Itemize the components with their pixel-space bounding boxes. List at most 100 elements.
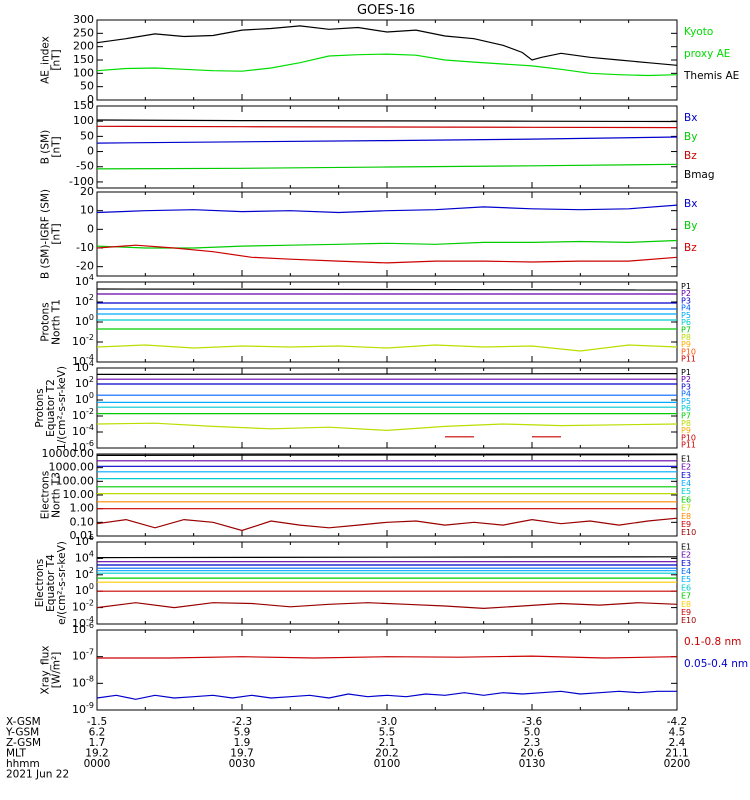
legend-entry: P8: [681, 419, 691, 428]
y-tick-label: 10000.00: [42, 447, 95, 460]
legend-entry: Bx: [684, 198, 697, 210]
y-tick-label: 104: [75, 273, 94, 289]
legend-entry: E1: [681, 542, 691, 551]
y-tick-label: -20: [76, 260, 94, 273]
y-tick-label: 10-7: [72, 647, 94, 663]
legend-entry: P9: [681, 426, 691, 435]
y-axis-label: [nT]: [51, 136, 63, 157]
y-tick-label: 102: [75, 565, 94, 581]
x-row-value: -1.5: [87, 716, 108, 728]
y-axis-label: B (SM)-IGRF (SM): [40, 189, 52, 279]
series-line-themis-ae: [96, 25, 678, 66]
y-axis-label: [W/m²]: [51, 652, 63, 689]
x-row-value: 1.9: [234, 737, 251, 749]
panel-xray: 10-9 10-8 10-7 10-6 Xray_flux [W/m²] 0.1-0.8 n…: [40, 621, 749, 717]
x-row-value: 19.7: [230, 748, 253, 760]
series-line-bmag: [96, 119, 678, 123]
legend-entry: P11: [681, 441, 696, 450]
y-tick-label: 102: [75, 375, 94, 391]
legend-entry: By: [684, 220, 697, 232]
y-tick-label: 250: [73, 26, 94, 39]
y-tick-label: 100: [75, 582, 94, 598]
x-axis-group: X-GSM -1.5 -2.3 -3.0 -3.6 -4.2 Y-GSM 6.2 5.9 5.5 5…: [5, 716, 690, 781]
legend-entry: E3: [681, 559, 691, 568]
y-tick-label: 10-4: [72, 353, 94, 369]
y-tick-label: 100: [75, 313, 94, 329]
y-tick-label: 0.01: [70, 529, 95, 542]
y-axis-label: [nT]: [51, 223, 63, 244]
legend-entry: E7: [681, 592, 691, 601]
legend-entry: Bmag: [684, 169, 715, 181]
x-row-value: 2.1: [379, 737, 396, 749]
legend-entry: E2: [681, 551, 691, 560]
y-tick-label: 10-6: [72, 439, 94, 455]
x-row-value: 20.6: [520, 748, 544, 760]
legend-entry: E4: [681, 567, 691, 576]
x-row-value: -2.3: [232, 716, 253, 728]
y-tick-label: 100: [73, 114, 94, 127]
y-tick-label: 10-2: [72, 598, 94, 614]
y-tick-label: 0: [87, 145, 94, 158]
legend-entry: E10: [681, 616, 696, 625]
y-tick-label: 10-9: [72, 701, 94, 717]
legend-entry: E3: [681, 471, 691, 480]
x-row-label: Z-GSM: [6, 737, 41, 749]
x-row-value: -3.0: [377, 716, 398, 728]
y-tick-label: 0.10: [70, 515, 95, 528]
y-axis-label: Protons: [34, 388, 46, 427]
legend-entry: P7: [681, 326, 691, 335]
legend-entry: E4: [681, 479, 691, 488]
y-tick-label: -10: [76, 241, 94, 254]
y-axis-label: [nT]: [51, 49, 63, 70]
y-tick-label: 10-6: [72, 621, 94, 637]
legend-entry: Bz: [684, 150, 697, 162]
legend-entry: Themis AE: [683, 70, 739, 82]
x-row-value: 21.1: [665, 748, 688, 760]
legend-entry: E5: [681, 487, 691, 496]
y-tick-label: 10-2: [72, 333, 94, 349]
y-axis-label: Equator T4: [45, 554, 57, 612]
y-tick-label: 10.00: [63, 488, 95, 501]
x-row-value: 6.2: [89, 727, 106, 739]
series-line-0-05-0-4-nm: [96, 690, 677, 700]
x-row-label: Y-GSM: [5, 727, 39, 739]
x-row-value: -4.2: [667, 716, 688, 728]
series-line-0-1-0-8-nm: [97, 655, 678, 659]
x-row-value: 2.4: [669, 737, 686, 749]
y-tick-label: 106: [75, 533, 94, 549]
x-row-value: 0130: [519, 758, 546, 770]
legend-entry: P4: [681, 390, 691, 399]
x-row-value: 0030: [229, 758, 256, 770]
x-row-value: 5.5: [379, 727, 396, 739]
panel-frame: [96, 629, 678, 711]
legend-entry: P11: [681, 355, 696, 364]
legend-entry: E6: [681, 495, 691, 504]
y-tick-label: 0: [87, 93, 94, 106]
legend-entry: P5: [681, 397, 691, 406]
y-tick-label: 1000.00: [49, 461, 95, 474]
date-label: 2021 Jun 22: [6, 769, 69, 781]
legend-entry: proxy AE: [684, 48, 730, 60]
y-tick-label: 10-8: [72, 674, 94, 690]
y-tick-label: 102: [75, 293, 94, 309]
y-tick-label: 20: [80, 185, 94, 198]
legend-entry: 0.05-0.4 nm: [684, 658, 748, 670]
legend-entry: P1: [681, 368, 691, 377]
legend-entry: P4: [681, 304, 691, 313]
legend-entry: P2: [681, 375, 691, 384]
x-row-label: X-GSM: [6, 716, 41, 728]
series-line-p8: [96, 344, 678, 352]
chart-title: GOES-16: [357, 3, 415, 18]
legend-entry: By: [684, 131, 697, 143]
x-row-value: 0000: [84, 758, 111, 770]
panel-frame: [96, 541, 678, 625]
series-line-kyoto-proxy-ae: [96, 53, 678, 77]
series-line-bz: [96, 244, 678, 264]
legend-entry: P1: [681, 282, 691, 291]
y-axis-label: Xray_flux: [40, 646, 52, 695]
legend-entry: P6: [681, 404, 691, 413]
legend-entry: P2: [681, 289, 691, 298]
panel-frame: [96, 105, 678, 189]
